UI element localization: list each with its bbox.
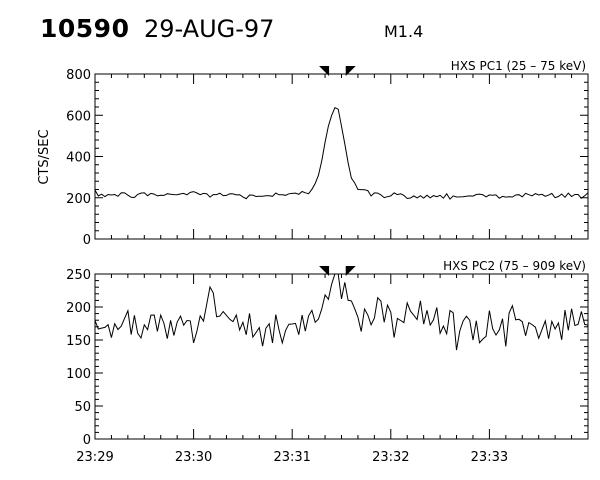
x-tick-label: 23:29: [76, 450, 113, 465]
y-tick-label: 200: [66, 192, 91, 207]
x-tick-label: 23:30: [175, 450, 212, 465]
x-tick-label: 23:32: [372, 450, 409, 465]
plot-title-1: HXS PC1 (25 – 75 keV): [451, 59, 586, 73]
lightcurve-series-2: [94, 273, 589, 351]
y-tick-label: 0: [83, 433, 91, 448]
y-tick-label: 200: [66, 301, 91, 316]
interval-marker: [345, 266, 356, 276]
event-date: 29-AUG-97: [144, 15, 275, 43]
lightcurve-series-1: [94, 107, 589, 200]
plot-title-2: HXS PC2 (75 – 909 keV): [443, 259, 586, 273]
y-tick-label: 250: [66, 268, 91, 283]
plot-frame-1: [94, 73, 589, 240]
y-tick-label: 50: [74, 400, 91, 415]
y-tick-label: 800: [66, 68, 91, 83]
interval-marker: [345, 66, 356, 76]
y-tick-label: 400: [66, 151, 91, 166]
y-axis-label-top: CTS/SEC: [37, 129, 52, 184]
x-tick-label: 23:31: [273, 450, 310, 465]
y-tick-label: 600: [66, 109, 91, 124]
interval-marker: [319, 66, 330, 76]
x-tick-label: 23:33: [471, 450, 508, 465]
event-id: 10590: [40, 14, 130, 43]
interval-marker: [319, 266, 330, 276]
y-tick-label: 150: [66, 334, 91, 349]
flare-class: M1.4: [384, 22, 424, 41]
y-tick-label: 100: [66, 367, 91, 382]
y-tick-label: 0: [83, 233, 91, 248]
